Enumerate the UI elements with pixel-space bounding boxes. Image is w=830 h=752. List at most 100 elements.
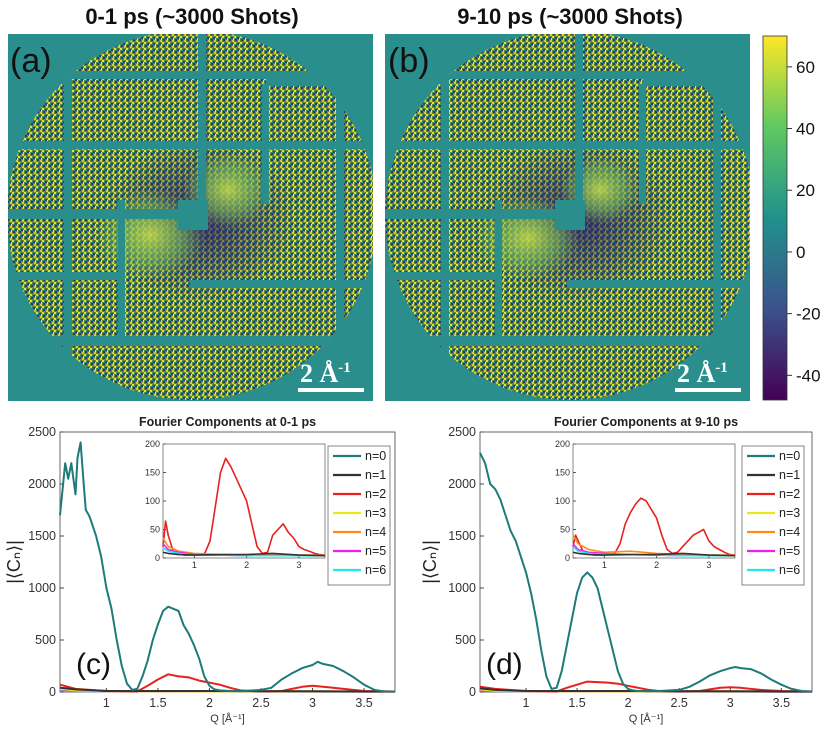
legend-label: n=2 [365,487,386,501]
chart-title: Fourier Components at 0-1 ps [139,415,316,429]
y-tick-label: 1000 [448,581,476,595]
inset-y-tick-label: 0 [565,553,570,563]
y-tick-label: 0 [49,685,56,699]
colorbar: 60 40 20 0 -20 -40 [762,35,821,401]
inset-series-line-n1 [162,551,326,557]
panel-b-detector [385,34,750,400]
colorbar-tick-label: -20 [796,305,821,324]
y-tick-label: 2500 [28,425,56,439]
colorbar-gradient [762,35,788,401]
legend-label: n=6 [365,563,386,577]
colorbar-tick-label: 20 [796,181,815,200]
panel-a-scale-sup: -1 [338,360,351,376]
inset-x-tick-label: 1 [192,560,197,570]
inset-y-tick-label: 50 [150,525,160,535]
inset-y-tick-label: 100 [145,496,160,506]
x-tick-label: 3.5 [773,696,790,710]
inset-series-line-n1 [572,551,736,557]
panel-b-scale-bar: 2 Å-1 [675,359,741,392]
panel-b-label: (b) [388,42,430,80]
series-line-n1 [479,687,812,693]
colorbar-tick-label: 40 [796,120,815,139]
chart-d: Fourier Components at 9-10 ps 1 1.5 2 2.5 3 3.… [420,415,813,725]
panel-a-label: (a) [10,42,52,80]
panel-label: (d) [486,648,523,681]
chart-title: Fourier Components at 9-10 ps [554,415,738,429]
panel-b-scale-text: 2 Å [677,359,716,388]
chart-c: Fourier Components at 0-1 ps 1 1.5 2 2.5 3 3.5… [4,415,396,725]
inset-x-tick-label: 3 [706,560,711,570]
x-tick-label: 3.5 [355,696,372,710]
colorbar-ticks: 60 40 20 0 -20 -40 [787,58,821,385]
panel-a-scale-bar: 2 Å-1 [298,359,364,392]
inset-y-tick-label: 200 [555,439,570,449]
y-tick-label: 1500 [28,529,56,543]
panel-a: 0-1 ps (~3000 Shots) (a) 2 Å-1 [8,4,373,401]
legend-label: n=4 [779,525,800,539]
inset-y-tick-label: 150 [145,468,160,478]
inset-plot: 1 2 3 0 50 100 150 200 [145,439,326,570]
inset-x-tick-label: 2 [654,560,659,570]
legend-box [327,445,391,586]
y-tick-label: 500 [455,633,476,647]
y-axis-label: |⟨Cₙ⟩| [420,540,440,584]
x-tick-label: 2 [625,696,632,710]
colorbar-tick-label: 60 [796,58,815,77]
colorbar-tick-label: -40 [796,366,821,385]
y-tick-label: 2500 [448,425,476,439]
legend-label: n=3 [779,506,800,520]
x-axis-label: Q [Å⁻¹] [629,712,664,725]
svg-text:2 Å-1: 2 Å-1 [300,359,351,388]
legend: n=0 n=1 n=2 n=3 n=4 n=5 n=6 [327,445,391,586]
legend-label: n=0 [779,449,800,463]
legend-box [741,445,805,586]
series-line-n2 [59,673,396,693]
x-tick-label: 3 [309,696,316,710]
x-tick-label: 2.5 [671,696,688,710]
panel-a-title: 0-1 ps (~3000 Shots) [85,4,298,29]
legend-label: n=5 [779,544,800,558]
inset-y-tick-label: 150 [555,468,570,478]
legend-label: n=6 [779,563,800,577]
legend-label: n=0 [365,449,386,463]
inset-x-tick-label: 1 [602,560,607,570]
legend-label: n=3 [365,506,386,520]
inset-plot: 1 2 3 0 50 100 150 200 [555,439,736,570]
x-tick-label: 1 [522,696,529,710]
x-tick-label: 1 [103,696,110,710]
inset-y-tick-label: 0 [155,553,160,563]
inset-y-tick-label: 100 [555,496,570,506]
series-line-n2 [479,680,813,693]
panel-label: (c) [76,648,111,681]
panel-a-detector [8,34,373,400]
x-tick-label: 1.5 [568,696,585,710]
inset-x-tick-label: 3 [296,560,301,570]
y-tick-label: 2000 [448,477,476,491]
svg-text:2 Å-1: 2 Å-1 [677,359,728,388]
inset-x-tick-label: 2 [244,560,249,570]
y-axis-label: |⟨Cₙ⟩| [4,540,24,584]
inset-y-tick-label: 200 [145,439,160,449]
y-tick-label: 2000 [28,477,56,491]
x-tick-label: 3 [727,696,734,710]
legend: n=0 n=1 n=2 n=3 n=4 n=5 n=6 [741,445,805,586]
legend-label: n=1 [779,468,800,482]
inset-area [572,443,736,559]
x-tick-label: 1.5 [149,696,166,710]
y-tick-label: 500 [35,633,56,647]
inset-y-tick-label: 50 [560,525,570,535]
colorbar-tick-label: 0 [796,243,805,262]
inset-area [162,443,326,559]
legend-label: n=2 [779,487,800,501]
x-tick-label: 2 [206,696,213,710]
panel-b-title: 9-10 ps (~3000 Shots) [457,4,683,29]
series-line-n1 [59,686,395,693]
panel-a-scale-text: 2 Å [300,359,339,388]
panel-b: 9-10 ps (~3000 Shots) (b) 2 Å-1 [385,4,750,401]
series-line-n0 [59,441,395,693]
y-tick-label: 1500 [448,529,476,543]
panel-b-scale-sup: -1 [715,360,728,376]
y-tick-label: 1000 [28,581,56,595]
legend-label: n=1 [365,468,386,482]
